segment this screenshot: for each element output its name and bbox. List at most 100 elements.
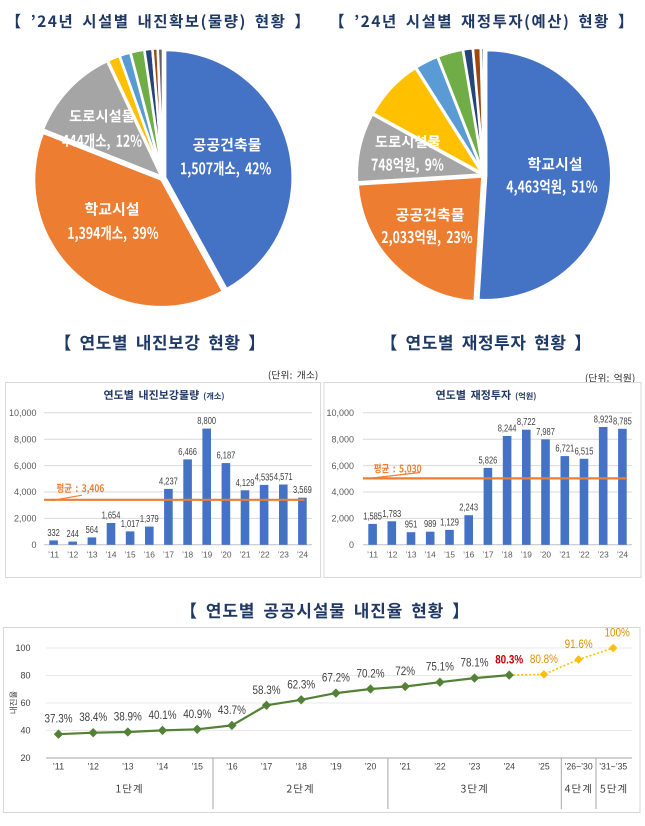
svg-text:40.1%: 40.1% bbox=[149, 710, 177, 722]
svg-text:72%: 72% bbox=[395, 666, 415, 678]
svg-text:’21: ’21 bbox=[239, 550, 250, 560]
svg-text:100: 100 bbox=[15, 643, 30, 653]
svg-text:60: 60 bbox=[20, 698, 30, 708]
svg-text:8,800: 8,800 bbox=[197, 416, 216, 427]
svg-text:’25: ’25 bbox=[538, 762, 550, 772]
svg-text:2,243: 2,243 bbox=[459, 503, 478, 514]
svg-text:’14: ’14 bbox=[105, 550, 116, 560]
svg-text:80.3%: 80.3% bbox=[495, 655, 523, 667]
svg-text:951: 951 bbox=[405, 520, 418, 531]
svg-text:8,000: 8,000 bbox=[14, 434, 37, 444]
svg-text:4,571: 4,571 bbox=[274, 472, 293, 483]
svg-text:’16: ’16 bbox=[144, 550, 155, 560]
svg-text:’21: ’21 bbox=[559, 550, 570, 560]
svg-text:20: 20 bbox=[20, 753, 30, 763]
svg-text:38.9%: 38.9% bbox=[114, 712, 142, 724]
svg-text:’16: ’16 bbox=[226, 762, 238, 772]
svg-text:’31~’35: ’31~’35 bbox=[599, 762, 627, 772]
svg-text:6,721: 6,721 bbox=[555, 444, 574, 455]
svg-text:70.2%: 70.2% bbox=[357, 669, 385, 681]
svg-text:80: 80 bbox=[20, 671, 30, 681]
svg-text:’21: ’21 bbox=[399, 762, 411, 772]
svg-text:’17: ’17 bbox=[482, 550, 493, 560]
svg-text:4,000: 4,000 bbox=[14, 487, 37, 497]
svg-text:’14: ’14 bbox=[157, 762, 169, 772]
svg-text:’11: ’11 bbox=[53, 762, 65, 772]
svg-text:10,000: 10,000 bbox=[327, 408, 355, 418]
svg-text:67.2%: 67.2% bbox=[322, 673, 350, 685]
svg-text:’20: ’20 bbox=[220, 550, 231, 560]
svg-text:’18: ’18 bbox=[295, 762, 307, 772]
svg-text:78.1%: 78.1% bbox=[461, 658, 489, 670]
svg-text:6,515: 6,515 bbox=[575, 446, 594, 457]
svg-text:1,017: 1,017 bbox=[121, 519, 140, 530]
svg-text:1,379: 1,379 bbox=[140, 514, 159, 525]
svg-text:332: 332 bbox=[47, 528, 60, 539]
svg-text:’12: ’12 bbox=[87, 762, 99, 772]
svg-text:’22: ’22 bbox=[434, 762, 446, 772]
svg-text:’18: ’18 bbox=[502, 550, 513, 560]
svg-text:5,826: 5,826 bbox=[479, 455, 498, 466]
svg-text:1,129: 1,129 bbox=[440, 517, 459, 528]
svg-text:2,000: 2,000 bbox=[14, 514, 37, 524]
svg-text:’23: ’23 bbox=[469, 762, 481, 772]
svg-text:’14: ’14 bbox=[425, 550, 436, 560]
svg-text:100%: 100% bbox=[605, 628, 630, 640]
svg-text:6,000: 6,000 bbox=[14, 461, 37, 471]
svg-text:38.4%: 38.4% bbox=[79, 712, 107, 724]
svg-text:’19: ’19 bbox=[201, 550, 212, 560]
svg-text:’11: ’11 bbox=[367, 550, 378, 560]
svg-text:1,654: 1,654 bbox=[102, 511, 121, 522]
svg-text:91.6%: 91.6% bbox=[565, 639, 593, 651]
svg-text:’16: ’16 bbox=[463, 550, 474, 560]
svg-text:6,187: 6,187 bbox=[217, 451, 236, 462]
svg-text:1,585: 1,585 bbox=[363, 511, 382, 522]
svg-text:40: 40 bbox=[20, 726, 30, 736]
svg-text:’18: ’18 bbox=[182, 550, 193, 560]
svg-text:4,000: 4,000 bbox=[332, 487, 355, 497]
svg-text:’23: ’23 bbox=[598, 550, 609, 560]
svg-text:564: 564 bbox=[86, 525, 99, 536]
svg-text:1,783: 1,783 bbox=[382, 509, 401, 520]
svg-text:’20: ’20 bbox=[365, 762, 377, 772]
svg-text:’24: ’24 bbox=[503, 762, 515, 772]
svg-text:244: 244 bbox=[66, 529, 79, 540]
svg-text:6,466: 6,466 bbox=[178, 447, 197, 458]
svg-text:8,785: 8,785 bbox=[613, 416, 632, 427]
svg-text:8,722: 8,722 bbox=[517, 417, 536, 428]
svg-text:’24: ’24 bbox=[297, 550, 308, 560]
svg-text:2,000: 2,000 bbox=[332, 514, 355, 524]
svg-text:’23: ’23 bbox=[278, 550, 289, 560]
svg-text:’20: ’20 bbox=[540, 550, 551, 560]
svg-text:’17: ’17 bbox=[261, 762, 273, 772]
svg-text:’15: ’15 bbox=[125, 550, 136, 560]
svg-text:’17: ’17 bbox=[163, 550, 174, 560]
svg-text:’13: ’13 bbox=[86, 550, 97, 560]
svg-text:’15: ’15 bbox=[444, 550, 455, 560]
svg-text:43.7%: 43.7% bbox=[218, 705, 246, 717]
svg-text:’15: ’15 bbox=[191, 762, 203, 772]
svg-text:’24: ’24 bbox=[617, 550, 628, 560]
svg-text:62.3%: 62.3% bbox=[287, 679, 315, 691]
svg-text:989: 989 bbox=[424, 519, 437, 530]
svg-text:40.9%: 40.9% bbox=[183, 709, 211, 721]
svg-text:’22: ’22 bbox=[578, 550, 589, 560]
svg-text:7,987: 7,987 bbox=[536, 427, 555, 438]
svg-text:4,237: 4,237 bbox=[159, 476, 178, 487]
svg-text:58.3%: 58.3% bbox=[253, 685, 281, 697]
svg-text:80.8%: 80.8% bbox=[530, 654, 558, 666]
svg-text:’19: ’19 bbox=[330, 762, 342, 772]
svg-text:’13: ’13 bbox=[122, 762, 134, 772]
svg-text:0: 0 bbox=[32, 540, 37, 550]
svg-text:’26~’30: ’26~’30 bbox=[565, 762, 593, 772]
svg-text:’22: ’22 bbox=[259, 550, 270, 560]
svg-text:37.3%: 37.3% bbox=[45, 714, 73, 726]
svg-text:75.1%: 75.1% bbox=[426, 662, 454, 674]
svg-text:6,000: 6,000 bbox=[332, 461, 355, 471]
svg-text:10,000: 10,000 bbox=[9, 408, 37, 418]
svg-text:8,000: 8,000 bbox=[332, 434, 355, 444]
svg-text:’19: ’19 bbox=[521, 550, 532, 560]
svg-text:’13: ’13 bbox=[405, 550, 416, 560]
svg-text:8,923: 8,923 bbox=[594, 415, 613, 426]
svg-text:’12: ’12 bbox=[386, 550, 397, 560]
